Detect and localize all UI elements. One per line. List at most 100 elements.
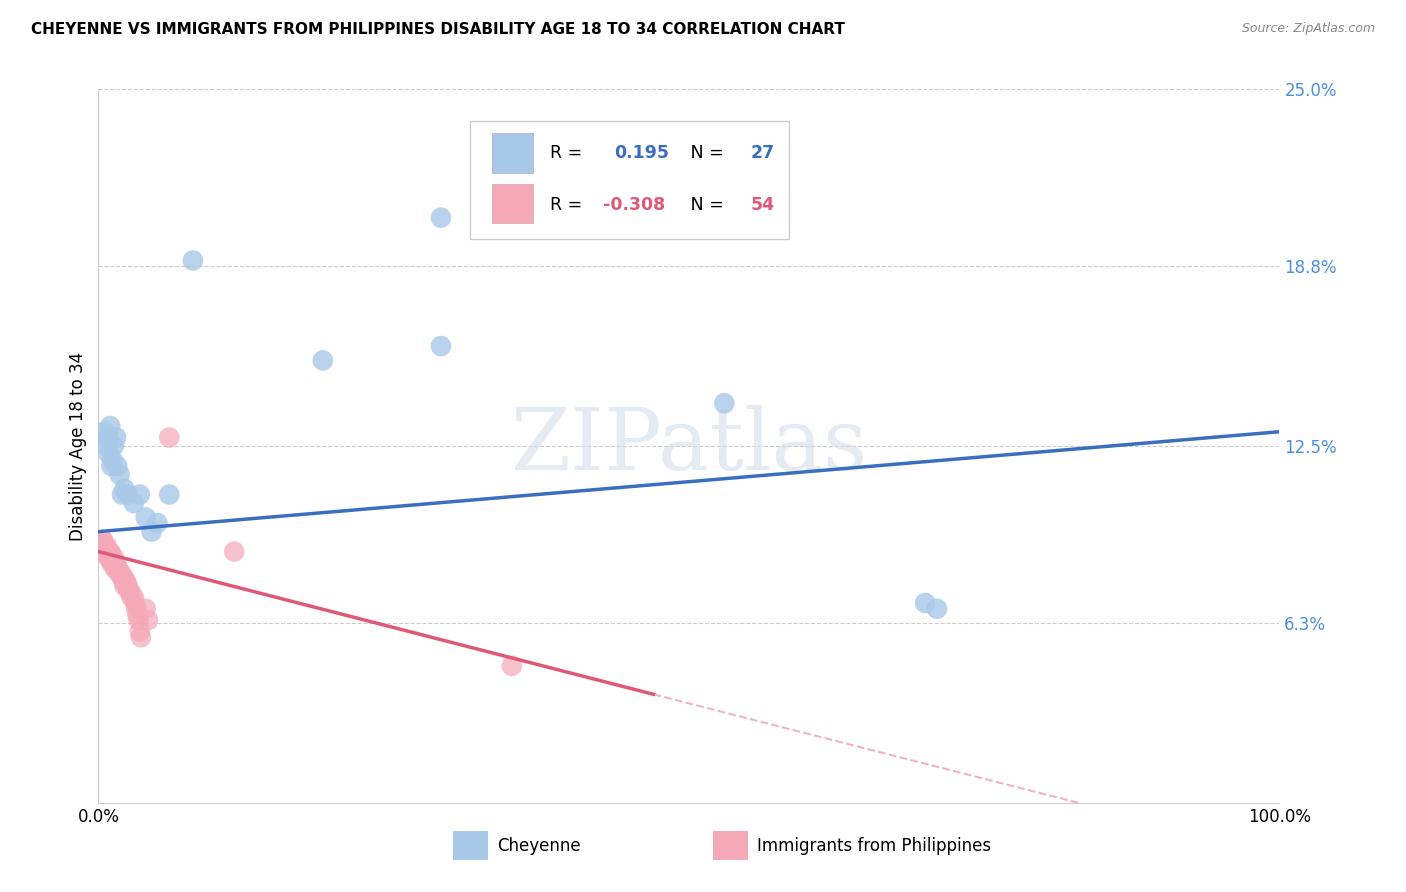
Point	[122, 496, 145, 510]
Point	[925, 601, 948, 615]
FancyBboxPatch shape	[453, 831, 488, 860]
Point	[100, 556, 122, 570]
FancyBboxPatch shape	[492, 184, 533, 223]
Point	[103, 550, 125, 565]
Point	[111, 487, 134, 501]
Point	[98, 448, 121, 462]
Text: Source: ZipAtlas.com: Source: ZipAtlas.com	[1241, 22, 1375, 36]
Point	[101, 453, 124, 467]
Point	[105, 430, 128, 444]
Point	[90, 533, 112, 548]
Point	[90, 539, 112, 553]
Text: -0.308: -0.308	[603, 196, 665, 214]
Point	[93, 425, 115, 439]
Point	[135, 601, 157, 615]
Point	[105, 562, 128, 576]
Point	[135, 510, 157, 524]
Point	[128, 613, 150, 627]
Point	[101, 556, 124, 570]
Text: 27: 27	[751, 145, 775, 162]
Text: N =: N =	[685, 196, 730, 214]
Text: Immigrants from Philippines: Immigrants from Philippines	[758, 837, 991, 855]
Point	[96, 439, 118, 453]
Point	[117, 579, 139, 593]
Point	[157, 430, 180, 444]
Point	[97, 430, 120, 444]
Point	[98, 550, 121, 565]
Point	[97, 544, 120, 558]
Text: 54: 54	[751, 196, 775, 214]
Point	[101, 550, 124, 565]
Point	[118, 584, 141, 599]
Point	[111, 567, 134, 582]
Point	[98, 419, 121, 434]
Point	[110, 567, 132, 582]
Point	[120, 584, 142, 599]
Point	[129, 630, 152, 644]
Point	[713, 396, 735, 410]
Point	[98, 544, 121, 558]
Point	[98, 544, 121, 558]
Point	[112, 573, 135, 587]
Point	[94, 544, 117, 558]
Point	[100, 458, 122, 473]
FancyBboxPatch shape	[492, 134, 533, 173]
Point	[312, 353, 335, 368]
Point	[117, 487, 139, 501]
Point	[93, 544, 115, 558]
Point	[146, 516, 169, 530]
FancyBboxPatch shape	[713, 831, 748, 860]
Point	[98, 550, 121, 565]
Point	[224, 544, 246, 558]
Point	[501, 658, 523, 673]
Point	[430, 339, 453, 353]
Point	[112, 579, 135, 593]
Point	[128, 624, 150, 639]
Point	[157, 487, 180, 501]
Point	[103, 556, 125, 570]
Point	[112, 482, 135, 496]
Point	[125, 601, 148, 615]
Point	[97, 550, 120, 565]
Point	[91, 539, 114, 553]
Point	[107, 562, 129, 576]
Point	[103, 439, 125, 453]
Point	[100, 550, 122, 565]
Point	[122, 591, 145, 605]
Point	[124, 596, 146, 610]
Point	[430, 211, 453, 225]
Point	[96, 544, 118, 558]
Point	[104, 562, 127, 576]
Point	[128, 487, 150, 501]
Point	[141, 524, 163, 539]
Point	[105, 562, 128, 576]
Point	[105, 458, 128, 473]
Point	[181, 253, 204, 268]
Text: R =: R =	[550, 145, 588, 162]
Point	[121, 591, 143, 605]
Text: ZIPatlas: ZIPatlas	[510, 404, 868, 488]
Text: CHEYENNE VS IMMIGRANTS FROM PHILIPPINES DISABILITY AGE 18 TO 34 CORRELATION CHAR: CHEYENNE VS IMMIGRANTS FROM PHILIPPINES …	[31, 22, 845, 37]
Point	[105, 556, 128, 570]
Point	[91, 539, 114, 553]
FancyBboxPatch shape	[471, 121, 789, 239]
Text: R =: R =	[550, 196, 588, 214]
Y-axis label: Disability Age 18 to 34: Disability Age 18 to 34	[69, 351, 87, 541]
Point	[94, 539, 117, 553]
Text: N =: N =	[685, 145, 730, 162]
Point	[914, 596, 936, 610]
Text: Cheyenne: Cheyenne	[498, 837, 581, 855]
Point	[108, 567, 131, 582]
Text: 0.195: 0.195	[614, 145, 669, 162]
Point	[108, 467, 131, 482]
Point	[114, 573, 136, 587]
Point	[91, 533, 114, 548]
Point	[127, 607, 149, 622]
Point	[115, 579, 138, 593]
Point	[136, 613, 159, 627]
Point	[112, 573, 135, 587]
Point	[96, 539, 118, 553]
Point	[93, 539, 115, 553]
Point	[104, 556, 127, 570]
Point	[91, 533, 114, 548]
